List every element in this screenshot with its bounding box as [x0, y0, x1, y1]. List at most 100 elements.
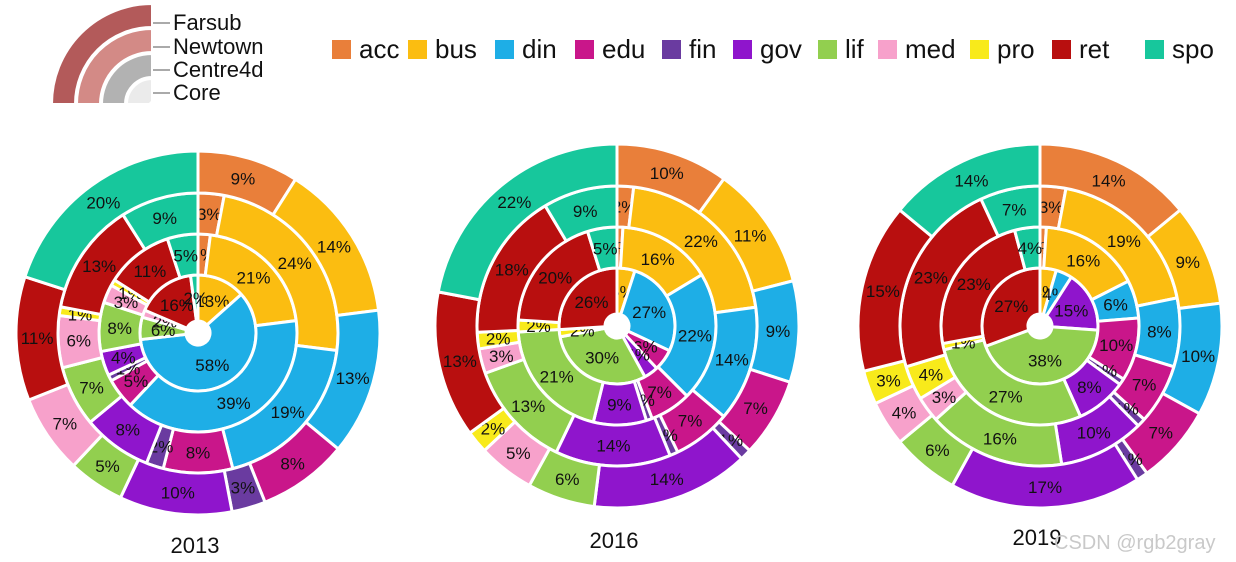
data-label-newtown-med: 3%	[489, 347, 514, 366]
data-label-centre4d-spo: 4%	[1018, 239, 1043, 258]
data-label-centre4d-din: 22%	[678, 326, 712, 345]
data-label-centre4d-din: 39%	[217, 394, 251, 413]
data-label-newtown-gov: 10%	[1077, 424, 1111, 443]
data-label-newtown-gov: 14%	[596, 436, 630, 455]
data-label-farsub-spo: 20%	[86, 194, 120, 213]
data-label-newtown-din: 8%	[1147, 323, 1172, 342]
data-label-centre4d-lif: 27%	[989, 388, 1023, 407]
data-label-farsub-med: 4%	[892, 403, 917, 422]
data-label-newtown-pro: 2%	[486, 329, 511, 348]
watermark-text: CSDN @rgb2gray	[1054, 532, 1215, 554]
data-label-centre4d-lif: 8%	[107, 319, 132, 338]
legend-label-gov: gov	[760, 34, 802, 64]
data-label-centre4d-ret: 20%	[538, 269, 572, 288]
data-label-farsub-pro: 3%	[876, 372, 901, 391]
data-label-core-ret: 27%	[994, 297, 1028, 316]
legend-label-fin: fin	[689, 34, 716, 64]
data-label-farsub-spo: 22%	[497, 193, 531, 212]
data-label-farsub-gov: 14%	[650, 470, 684, 489]
data-label-newtown-pro: 4%	[919, 366, 944, 385]
data-label-newtown-spo: 9%	[573, 202, 598, 221]
data-label-centre4d-edu: 7%	[647, 383, 672, 402]
legend-label-lif: lif	[845, 34, 865, 64]
data-label-newtown-ret: 13%	[82, 257, 116, 276]
data-label-core-lif: 38%	[1028, 352, 1062, 371]
data-label-centre4d-ret: 11%	[134, 262, 167, 281]
data-label-newtown-lif: 16%	[983, 430, 1017, 449]
legend-swatch-med	[878, 40, 897, 59]
data-label-newtown-bus: 19%	[1107, 232, 1141, 251]
data-label-core-lif: 30%	[585, 349, 619, 368]
sunburst-chart-2019: 4%4%15%38%27%1%16%6%10%1%8%27%1%23%4%3%1…	[856, 142, 1224, 550]
legend-swatch-ret	[1052, 40, 1071, 59]
data-label-farsub-din: 10%	[1181, 347, 1215, 366]
ring-legend-label: Newtown	[173, 34, 263, 59]
data-label-farsub-din: 9%	[766, 322, 791, 341]
data-label-core-ret: 26%	[574, 293, 608, 312]
data-label-farsub-gov: 17%	[1028, 478, 1062, 497]
ring-legend-label: Centre4d	[173, 57, 264, 82]
data-label-core-spo: 2%	[183, 289, 208, 308]
data-label-newtown-spo: 9%	[152, 209, 177, 228]
data-label-centre4d-gov: 8%	[1077, 378, 1102, 397]
legend-swatch-din	[495, 40, 514, 59]
legend-label-edu: edu	[602, 34, 645, 64]
segment-farsub-spo	[436, 142, 619, 302]
data-label-farsub-edu: 7%	[1148, 423, 1173, 442]
ring-legend-swatch-newtown	[75, 27, 153, 105]
category-legend: acc bus din edu fin gov lif med pro ret spo	[332, 34, 1214, 64]
data-label-newtown-ret: 23%	[914, 268, 948, 287]
legend-label-bus: bus	[435, 34, 477, 64]
data-label-newtown-gov: 8%	[115, 421, 140, 440]
ring-legend-swatch-centre4d	[100, 52, 153, 105]
data-label-core-bus: 13%	[195, 292, 229, 311]
data-label-farsub-fin: 3%	[231, 479, 256, 498]
data-label-newtown-acc: 3%	[197, 205, 222, 224]
data-label-newtown-edu: 8%	[186, 444, 211, 463]
legend-label-pro: pro	[997, 34, 1035, 64]
legend-label-ret: ret	[1079, 34, 1110, 64]
legend-swatch-lif	[818, 40, 837, 59]
ring-legend-swatch-core	[125, 77, 153, 105]
ring-legend-label: Farsub	[173, 10, 241, 35]
data-label-centre4d-edu: 10%	[1099, 336, 1133, 355]
data-label-farsub-lif: 6%	[925, 441, 950, 460]
ring-legend-swatch-farsub	[50, 2, 153, 105]
data-label-farsub-ret: 15%	[866, 282, 900, 301]
legend-label-acc: acc	[359, 34, 399, 64]
data-label-newtown-bus: 24%	[278, 254, 312, 273]
data-label-centre4d-lif: 21%	[540, 367, 574, 386]
data-label-farsub-acc: 10%	[650, 164, 684, 183]
data-label-centre4d-bus: 21%	[236, 268, 270, 287]
data-label-farsub-spo: 14%	[954, 171, 988, 190]
legend-swatch-edu	[575, 40, 594, 59]
legend-swatch-fin	[662, 40, 681, 59]
legend-label-spo: spo	[1172, 34, 1214, 64]
chart-center-hole	[1028, 314, 1052, 338]
data-label-farsub-med: 5%	[506, 444, 531, 463]
data-label-newtown-lif: 7%	[79, 378, 104, 397]
data-label-newtown-edu: 7%	[1132, 376, 1157, 395]
sunburst-chart-2016: 5%27%6%4%30%2%26%1%16%22%7%1%9%21%2%20%5…	[433, 142, 801, 553]
data-label-farsub-ret: 13%	[443, 352, 477, 371]
chart-title-2016: 2016	[590, 528, 639, 553]
data-label-newtown-bus: 22%	[684, 232, 718, 251]
data-label-farsub-din: 13%	[336, 369, 370, 388]
segment-farsub-spo	[897, 142, 1042, 239]
data-label-farsub-edu: 7%	[743, 399, 768, 418]
data-label-newtown-edu: 7%	[678, 412, 703, 431]
chart-center-hole	[186, 321, 210, 345]
data-label-newtown-med: 6%	[66, 332, 91, 351]
data-label-core-din: 58%	[195, 356, 229, 375]
data-label-farsub-bus: 11%	[734, 227, 767, 246]
data-label-centre4d-bus: 16%	[641, 250, 675, 269]
data-label-centre4d-edu: 5%	[124, 372, 149, 391]
data-label-centre4d-spo: 5%	[173, 246, 198, 265]
data-label-centre4d-bus: 16%	[1066, 251, 1100, 270]
data-label-newtown-spo: 7%	[1002, 200, 1027, 219]
segment-farsub-spo	[23, 149, 200, 292]
chart-title-2013: 2013	[171, 533, 220, 558]
data-label-newtown-lif: 13%	[511, 397, 545, 416]
data-label-core-gov: 15%	[1054, 301, 1088, 320]
